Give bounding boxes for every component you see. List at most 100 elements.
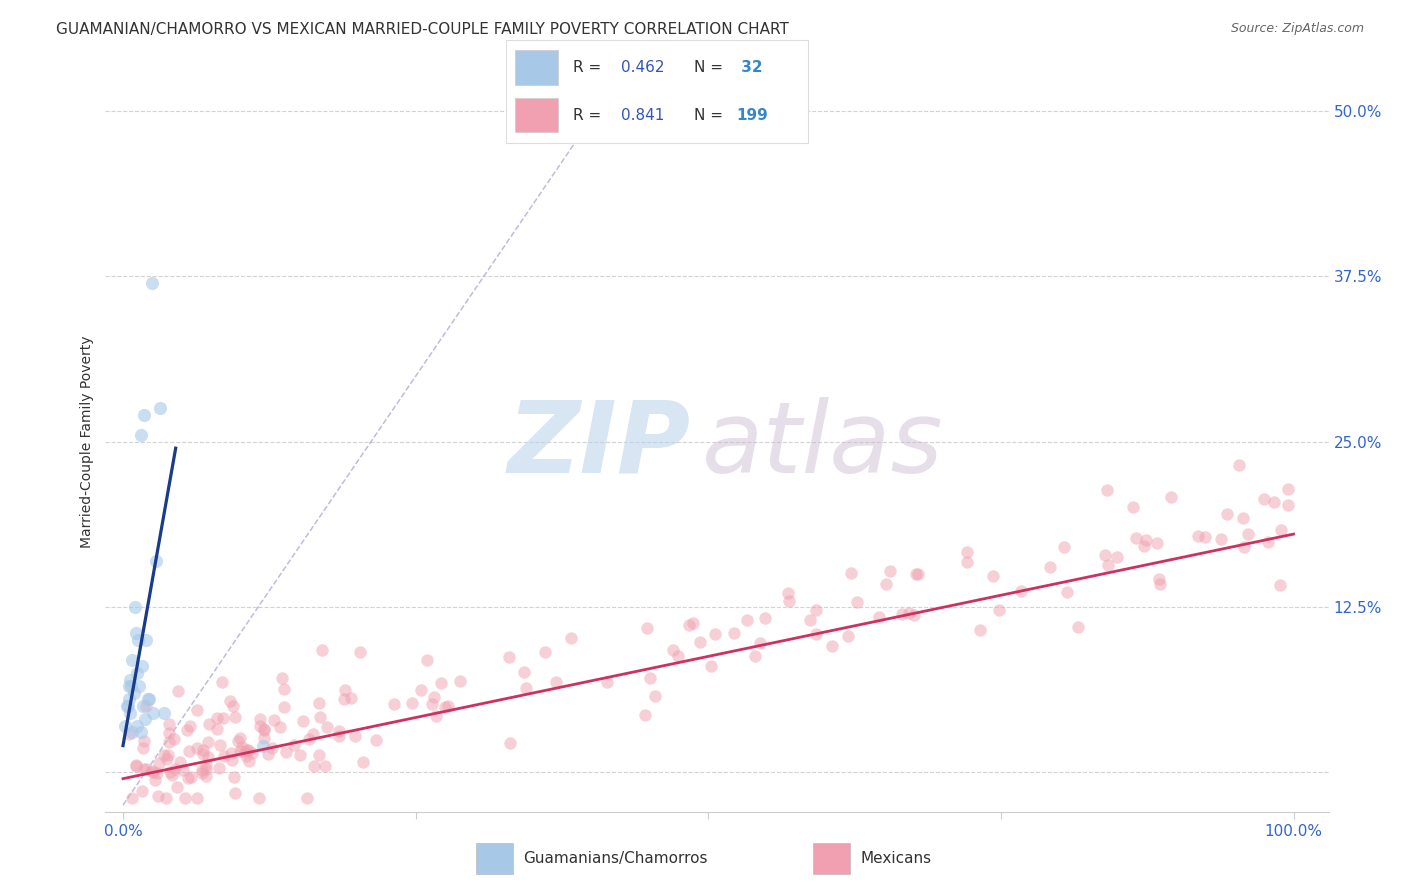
Point — [1160, 490, 1182, 504]
Point — [778, 594, 800, 608]
Point — [141, 764, 163, 779]
Point — [122, 686, 145, 700]
Point — [132, 741, 155, 756]
Point — [115, 698, 138, 713]
Point — [197, 735, 219, 749]
Point — [132, 698, 155, 713]
Point — [897, 606, 920, 620]
Point — [703, 627, 725, 641]
Point — [498, 650, 520, 665]
Text: Source: ZipAtlas.com: Source: ZipAtlas.com — [1230, 22, 1364, 36]
Point — [515, 681, 537, 696]
Point — [1277, 482, 1299, 496]
Point — [166, 780, 188, 794]
Point — [190, 764, 212, 778]
Point — [1237, 527, 1260, 541]
Point — [131, 659, 153, 673]
Point — [114, 719, 136, 733]
Point — [146, 789, 169, 803]
Text: R =: R = — [572, 61, 606, 75]
Point — [533, 645, 555, 659]
Point — [907, 566, 929, 581]
Point — [1146, 536, 1168, 550]
Point — [127, 632, 149, 647]
Point — [1215, 507, 1237, 521]
Point — [778, 586, 800, 600]
Point — [179, 719, 201, 733]
Point — [247, 791, 270, 805]
Text: GUAMANIAN/CHAMORRO VS MEXICAN MARRIED-COUPLE FAMILY POVERTY CORRELATION CHART: GUAMANIAN/CHAMORRO VS MEXICAN MARRIED-CO… — [56, 22, 789, 37]
Point — [274, 744, 297, 758]
Point — [208, 761, 231, 775]
Point — [186, 703, 208, 717]
Point — [117, 698, 139, 713]
Point — [903, 607, 925, 622]
Point — [138, 692, 160, 706]
Bar — [475, 843, 513, 874]
Point — [1257, 534, 1279, 549]
Point — [449, 673, 471, 688]
Point — [1227, 458, 1250, 473]
Point — [1122, 500, 1144, 515]
Point — [343, 729, 366, 743]
Text: 0.462: 0.462 — [621, 61, 665, 75]
Point — [308, 697, 330, 711]
Point — [845, 594, 868, 608]
Point — [155, 791, 177, 805]
Point — [1187, 529, 1209, 543]
Point — [273, 681, 295, 696]
Point — [125, 759, 148, 773]
Point — [135, 762, 157, 776]
Text: R =: R = — [572, 108, 606, 122]
Point — [235, 749, 257, 764]
Point — [129, 725, 152, 739]
Point — [1232, 510, 1254, 524]
Point — [890, 607, 912, 622]
Point — [332, 692, 354, 706]
Point — [956, 556, 979, 570]
Point — [125, 665, 148, 680]
Point — [311, 643, 333, 657]
Point — [634, 708, 657, 723]
Text: 199: 199 — [735, 108, 768, 122]
Point — [544, 674, 567, 689]
Point — [595, 675, 617, 690]
Point — [804, 626, 827, 640]
Point — [191, 747, 214, 761]
Point — [662, 643, 685, 657]
Point — [252, 731, 274, 746]
Point — [219, 694, 242, 708]
Y-axis label: Married-Couple Family Poverty: Married-Couple Family Poverty — [80, 335, 94, 548]
Point — [904, 567, 927, 582]
Point — [1133, 540, 1156, 554]
Point — [644, 689, 666, 703]
Point — [302, 759, 325, 773]
Point — [118, 679, 141, 693]
Point — [125, 626, 148, 640]
Point — [125, 719, 148, 733]
Point — [226, 733, 249, 747]
Point — [879, 564, 901, 578]
Point — [969, 623, 991, 637]
Point — [174, 791, 197, 805]
Point — [224, 710, 246, 724]
Point — [821, 639, 844, 653]
Point — [135, 699, 157, 714]
Point — [253, 722, 276, 736]
Point — [222, 698, 245, 713]
Text: N =: N = — [693, 108, 727, 122]
Point — [149, 401, 172, 416]
Point — [148, 756, 170, 770]
Text: atlas: atlas — [703, 397, 943, 494]
Point — [224, 786, 246, 800]
Point — [837, 629, 859, 643]
Point — [238, 754, 260, 768]
Point — [236, 742, 259, 756]
Point — [231, 739, 253, 754]
Text: 32: 32 — [735, 61, 762, 75]
Point — [131, 783, 153, 797]
Point — [349, 645, 371, 659]
Point — [124, 599, 146, 614]
Point — [186, 791, 208, 805]
Point — [352, 755, 374, 769]
